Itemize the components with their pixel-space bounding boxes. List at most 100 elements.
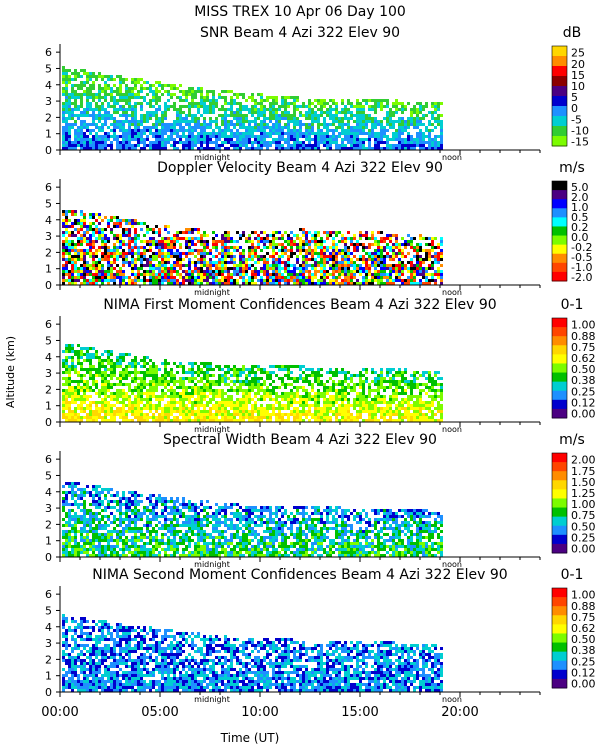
heatmap-cell <box>221 377 224 380</box>
heatmap-cell <box>374 126 377 129</box>
heatmap-cell <box>134 81 137 84</box>
heatmap-cell <box>302 279 305 282</box>
heatmap-cell <box>362 117 365 120</box>
heatmap-cell <box>170 371 173 374</box>
heatmap-cell <box>107 237 110 240</box>
heatmap-cell <box>248 413 251 416</box>
heatmap-cell <box>68 276 71 279</box>
heatmap-cell <box>383 270 386 273</box>
heatmap-cell <box>116 225 119 228</box>
heatmap-cell <box>251 93 254 96</box>
heatmap-cell <box>128 93 131 96</box>
heatmap-cell <box>68 249 71 252</box>
colorbar-swatch <box>552 86 567 97</box>
heatmap-cell <box>179 267 182 270</box>
heatmap-cell <box>206 377 209 380</box>
heatmap-cell <box>185 120 188 123</box>
heatmap-cell <box>245 282 248 285</box>
heatmap-cell <box>116 75 119 78</box>
heatmap-cell <box>260 120 263 123</box>
heatmap-cell <box>257 419 260 422</box>
colorbar-label: -10 <box>571 124 589 137</box>
heatmap-cell <box>365 132 368 135</box>
heatmap-cell <box>137 386 140 389</box>
heatmap-cell <box>206 413 209 416</box>
heatmap-cell <box>149 410 152 413</box>
heatmap-cell <box>203 383 206 386</box>
heatmap-cell <box>293 270 296 273</box>
heatmap-cell <box>86 350 89 353</box>
heatmap-cell <box>317 279 320 282</box>
heatmap-cell <box>137 255 140 258</box>
heatmap-cell <box>218 138 221 141</box>
heatmap-cell <box>233 132 236 135</box>
heatmap-cell <box>239 386 242 389</box>
heatmap-cell <box>68 383 71 386</box>
heatmap-cell <box>275 419 278 422</box>
heatmap-cell <box>89 353 92 356</box>
heatmap-cell <box>140 141 143 144</box>
heatmap-cell <box>245 258 248 261</box>
heatmap-cell <box>113 225 116 228</box>
heatmap-cell <box>134 147 137 150</box>
heatmap-cell <box>143 117 146 120</box>
heatmap-cell <box>218 135 221 138</box>
heatmap-cell <box>224 407 227 410</box>
heatmap-cell <box>353 267 356 270</box>
heatmap-cell <box>407 282 410 285</box>
heatmap-cell <box>221 255 224 258</box>
heatmap-cell <box>431 246 434 249</box>
heatmap-cell <box>62 383 65 386</box>
heatmap-cell <box>89 75 92 78</box>
heatmap-cell <box>155 380 158 383</box>
heatmap-cell <box>254 99 257 102</box>
heatmap-cell <box>239 126 242 129</box>
heatmap-cell <box>128 282 131 285</box>
heatmap-cell <box>308 240 311 243</box>
heatmap-cell <box>236 410 239 413</box>
heatmap-cell <box>404 105 407 108</box>
heatmap-cell <box>74 416 77 419</box>
heatmap-cell <box>386 264 389 267</box>
heatmap-cell <box>86 383 89 386</box>
heatmap-cell <box>272 273 275 276</box>
heatmap-cell <box>164 365 167 368</box>
heatmap-cell <box>209 117 212 120</box>
heatmap-cell <box>128 261 131 264</box>
heatmap-cell <box>254 419 257 422</box>
heatmap-cell <box>203 386 206 389</box>
heatmap-cell <box>215 389 218 392</box>
colorbar-swatch <box>552 244 567 255</box>
heatmap-cell <box>110 413 113 416</box>
heatmap-cell <box>413 138 416 141</box>
heatmap-cell <box>416 132 419 135</box>
heatmap-cell <box>212 108 215 111</box>
heatmap-cell <box>299 132 302 135</box>
heatmap-cell <box>191 129 194 132</box>
heatmap-cell <box>152 252 155 255</box>
heatmap-cell <box>416 243 419 246</box>
heatmap-cell <box>119 371 122 374</box>
heatmap-cell <box>350 126 353 129</box>
heatmap-cell <box>179 108 182 111</box>
heatmap-cell <box>164 84 167 87</box>
heatmap-cell <box>236 138 239 141</box>
heatmap-cell <box>272 231 275 234</box>
heatmap-cell <box>392 255 395 258</box>
heatmap-cell <box>272 398 275 401</box>
heatmap-cell <box>101 114 104 117</box>
heatmap-cell <box>281 398 284 401</box>
heatmap-cell <box>323 132 326 135</box>
heatmap-cell <box>98 413 101 416</box>
heatmap-cell <box>152 90 155 93</box>
heatmap-cell <box>116 365 119 368</box>
heatmap-cell <box>89 108 92 111</box>
heatmap-cell <box>83 276 86 279</box>
heatmap-cell <box>86 389 89 392</box>
heatmap-cell <box>80 237 83 240</box>
heatmap-cell <box>275 117 278 120</box>
heatmap-cell <box>191 404 194 407</box>
heatmap-cell <box>284 141 287 144</box>
heatmap-cell <box>260 279 263 282</box>
heatmap-cell <box>386 237 389 240</box>
